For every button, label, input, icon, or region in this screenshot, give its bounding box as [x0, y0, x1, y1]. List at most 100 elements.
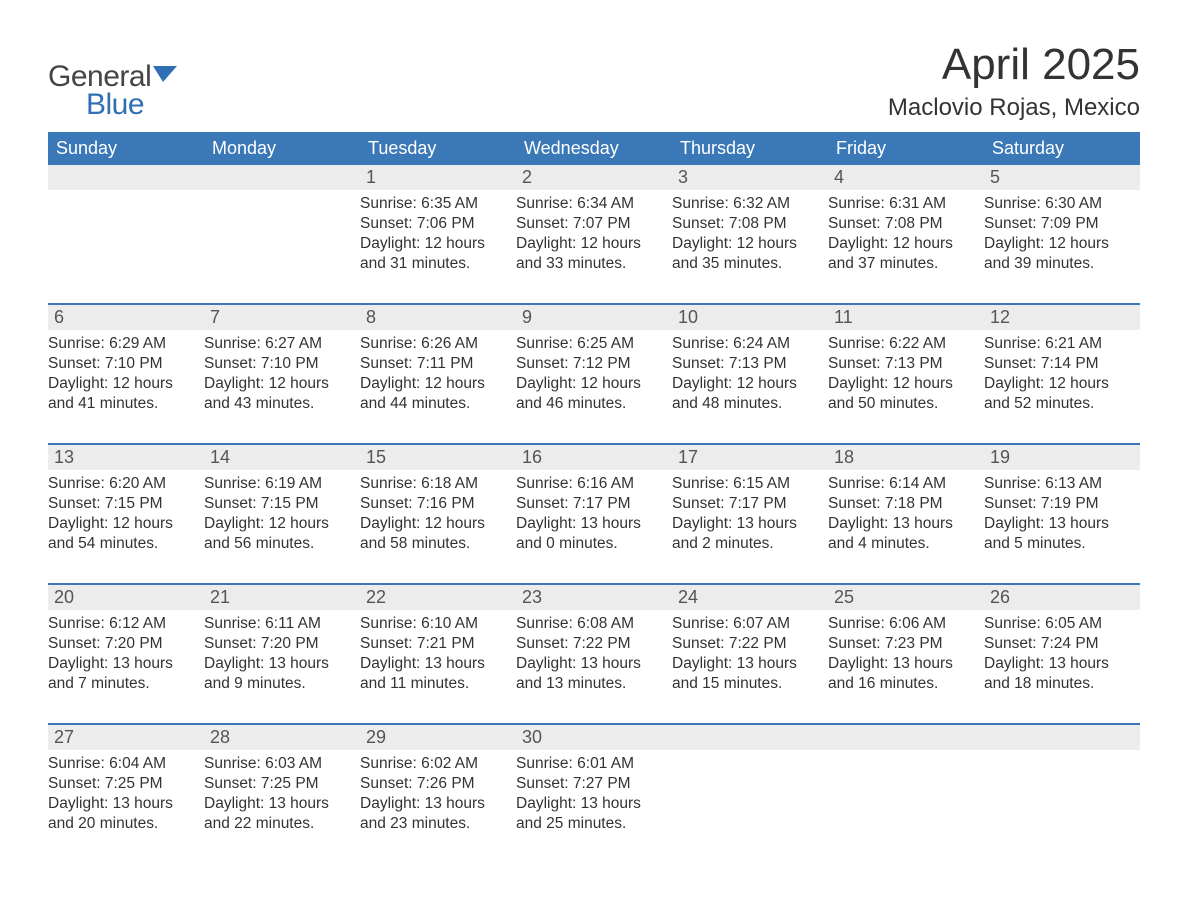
day-number: 21	[204, 585, 360, 610]
sunset-text: Sunset: 7:15 PM	[48, 494, 198, 514]
day-number: 23	[516, 585, 672, 610]
sunset-text: Sunset: 7:08 PM	[828, 214, 978, 234]
daylight-text: Daylight: 12 hours and 44 minutes.	[360, 374, 510, 414]
day-body: Sunrise: 6:02 AMSunset: 7:26 PMDaylight:…	[360, 750, 516, 839]
sunrise-text: Sunrise: 6:34 AM	[516, 194, 666, 214]
day-number: 30	[516, 725, 672, 750]
day-body: Sunrise: 6:34 AMSunset: 7:07 PMDaylight:…	[516, 190, 672, 279]
day-cell: 30Sunrise: 6:01 AMSunset: 7:27 PMDayligh…	[516, 725, 672, 845]
daylight-text: Daylight: 12 hours and 33 minutes.	[516, 234, 666, 274]
sunset-text: Sunset: 7:16 PM	[360, 494, 510, 514]
day-body: Sunrise: 6:15 AMSunset: 7:17 PMDaylight:…	[672, 470, 828, 559]
sunset-text: Sunset: 7:19 PM	[984, 494, 1134, 514]
day-body: Sunrise: 6:04 AMSunset: 7:25 PMDaylight:…	[48, 750, 204, 839]
day-body: Sunrise: 6:21 AMSunset: 7:14 PMDaylight:…	[984, 330, 1140, 419]
day-body: Sunrise: 6:32 AMSunset: 7:08 PMDaylight:…	[672, 190, 828, 279]
day-cell: 22Sunrise: 6:10 AMSunset: 7:21 PMDayligh…	[360, 585, 516, 705]
day-body: Sunrise: 6:35 AMSunset: 7:06 PMDaylight:…	[360, 190, 516, 279]
day-number: 18	[828, 445, 984, 470]
daylight-text: Daylight: 13 hours and 16 minutes.	[828, 654, 978, 694]
day-body: Sunrise: 6:01 AMSunset: 7:27 PMDaylight:…	[516, 750, 672, 839]
day-number: 28	[204, 725, 360, 750]
day-cell	[204, 165, 360, 285]
day-cell	[48, 165, 204, 285]
sunset-text: Sunset: 7:25 PM	[48, 774, 198, 794]
day-cell: 17Sunrise: 6:15 AMSunset: 7:17 PMDayligh…	[672, 445, 828, 565]
logo-word-blue: Blue	[86, 88, 144, 122]
sunrise-text: Sunrise: 6:08 AM	[516, 614, 666, 634]
day-cell: 19Sunrise: 6:13 AMSunset: 7:19 PMDayligh…	[984, 445, 1140, 565]
calendar-week: 20Sunrise: 6:12 AMSunset: 7:20 PMDayligh…	[48, 583, 1140, 705]
sunrise-text: Sunrise: 6:25 AM	[516, 334, 666, 354]
day-cell: 27Sunrise: 6:04 AMSunset: 7:25 PMDayligh…	[48, 725, 204, 845]
sunrise-text: Sunrise: 6:16 AM	[516, 474, 666, 494]
daylight-text: Daylight: 13 hours and 11 minutes.	[360, 654, 510, 694]
day-cell: 4Sunrise: 6:31 AMSunset: 7:08 PMDaylight…	[828, 165, 984, 285]
daylight-text: Daylight: 12 hours and 46 minutes.	[516, 374, 666, 414]
sunset-text: Sunset: 7:20 PM	[48, 634, 198, 654]
day-body: Sunrise: 6:03 AMSunset: 7:25 PMDaylight:…	[204, 750, 360, 839]
daylight-text: Daylight: 12 hours and 54 minutes.	[48, 514, 198, 554]
calendar-week: 6Sunrise: 6:29 AMSunset: 7:10 PMDaylight…	[48, 303, 1140, 425]
sunrise-text: Sunrise: 6:10 AM	[360, 614, 510, 634]
weekday-header: Sunday Monday Tuesday Wednesday Thursday…	[48, 132, 1140, 165]
day-number: 26	[984, 585, 1140, 610]
day-cell: 20Sunrise: 6:12 AMSunset: 7:20 PMDayligh…	[48, 585, 204, 705]
calendar: Sunday Monday Tuesday Wednesday Thursday…	[48, 132, 1140, 845]
day-number: 3	[672, 165, 828, 190]
day-number: 12	[984, 305, 1140, 330]
day-number: 24	[672, 585, 828, 610]
day-number	[204, 165, 360, 190]
sunrise-text: Sunrise: 6:01 AM	[516, 754, 666, 774]
sunset-text: Sunset: 7:13 PM	[672, 354, 822, 374]
sunrise-text: Sunrise: 6:13 AM	[984, 474, 1134, 494]
sunrise-text: Sunrise: 6:04 AM	[48, 754, 198, 774]
day-body: Sunrise: 6:05 AMSunset: 7:24 PMDaylight:…	[984, 610, 1140, 699]
sunset-text: Sunset: 7:25 PM	[204, 774, 354, 794]
sunrise-text: Sunrise: 6:24 AM	[672, 334, 822, 354]
sunrise-text: Sunrise: 6:31 AM	[828, 194, 978, 214]
sunset-text: Sunset: 7:12 PM	[516, 354, 666, 374]
sunrise-text: Sunrise: 6:21 AM	[984, 334, 1134, 354]
day-cell: 11Sunrise: 6:22 AMSunset: 7:13 PMDayligh…	[828, 305, 984, 425]
sunset-text: Sunset: 7:21 PM	[360, 634, 510, 654]
day-number: 8	[360, 305, 516, 330]
day-number: 13	[48, 445, 204, 470]
daylight-text: Daylight: 12 hours and 48 minutes.	[672, 374, 822, 414]
sunset-text: Sunset: 7:09 PM	[984, 214, 1134, 234]
day-number: 15	[360, 445, 516, 470]
weekday-fri: Friday	[828, 132, 984, 165]
day-number: 29	[360, 725, 516, 750]
sunrise-text: Sunrise: 6:22 AM	[828, 334, 978, 354]
day-number: 2	[516, 165, 672, 190]
sunset-text: Sunset: 7:17 PM	[672, 494, 822, 514]
daylight-text: Daylight: 12 hours and 52 minutes.	[984, 374, 1134, 414]
daylight-text: Daylight: 13 hours and 4 minutes.	[828, 514, 978, 554]
day-cell: 21Sunrise: 6:11 AMSunset: 7:20 PMDayligh…	[204, 585, 360, 705]
day-cell: 1Sunrise: 6:35 AMSunset: 7:06 PMDaylight…	[360, 165, 516, 285]
sunset-text: Sunset: 7:07 PM	[516, 214, 666, 234]
sunset-text: Sunset: 7:10 PM	[48, 354, 198, 374]
sunrise-text: Sunrise: 6:05 AM	[984, 614, 1134, 634]
day-cell: 12Sunrise: 6:21 AMSunset: 7:14 PMDayligh…	[984, 305, 1140, 425]
logo: General Blue	[48, 60, 183, 122]
day-body: Sunrise: 6:26 AMSunset: 7:11 PMDaylight:…	[360, 330, 516, 419]
sunset-text: Sunset: 7:06 PM	[360, 214, 510, 234]
day-cell: 29Sunrise: 6:02 AMSunset: 7:26 PMDayligh…	[360, 725, 516, 845]
weekday-tue: Tuesday	[360, 132, 516, 165]
day-cell: 5Sunrise: 6:30 AMSunset: 7:09 PMDaylight…	[984, 165, 1140, 285]
daylight-text: Daylight: 12 hours and 35 minutes.	[672, 234, 822, 274]
header: General Blue April 2025 Maclovio Rojas, …	[48, 40, 1140, 122]
day-cell: 7Sunrise: 6:27 AMSunset: 7:10 PMDaylight…	[204, 305, 360, 425]
day-number: 4	[828, 165, 984, 190]
day-cell	[984, 725, 1140, 845]
day-number: 17	[672, 445, 828, 470]
day-cell	[828, 725, 984, 845]
day-cell: 2Sunrise: 6:34 AMSunset: 7:07 PMDaylight…	[516, 165, 672, 285]
day-cell: 10Sunrise: 6:24 AMSunset: 7:13 PMDayligh…	[672, 305, 828, 425]
day-number: 20	[48, 585, 204, 610]
day-body: Sunrise: 6:12 AMSunset: 7:20 PMDaylight:…	[48, 610, 204, 699]
day-number	[48, 165, 204, 190]
weekday-wed: Wednesday	[516, 132, 672, 165]
day-body: Sunrise: 6:13 AMSunset: 7:19 PMDaylight:…	[984, 470, 1140, 559]
